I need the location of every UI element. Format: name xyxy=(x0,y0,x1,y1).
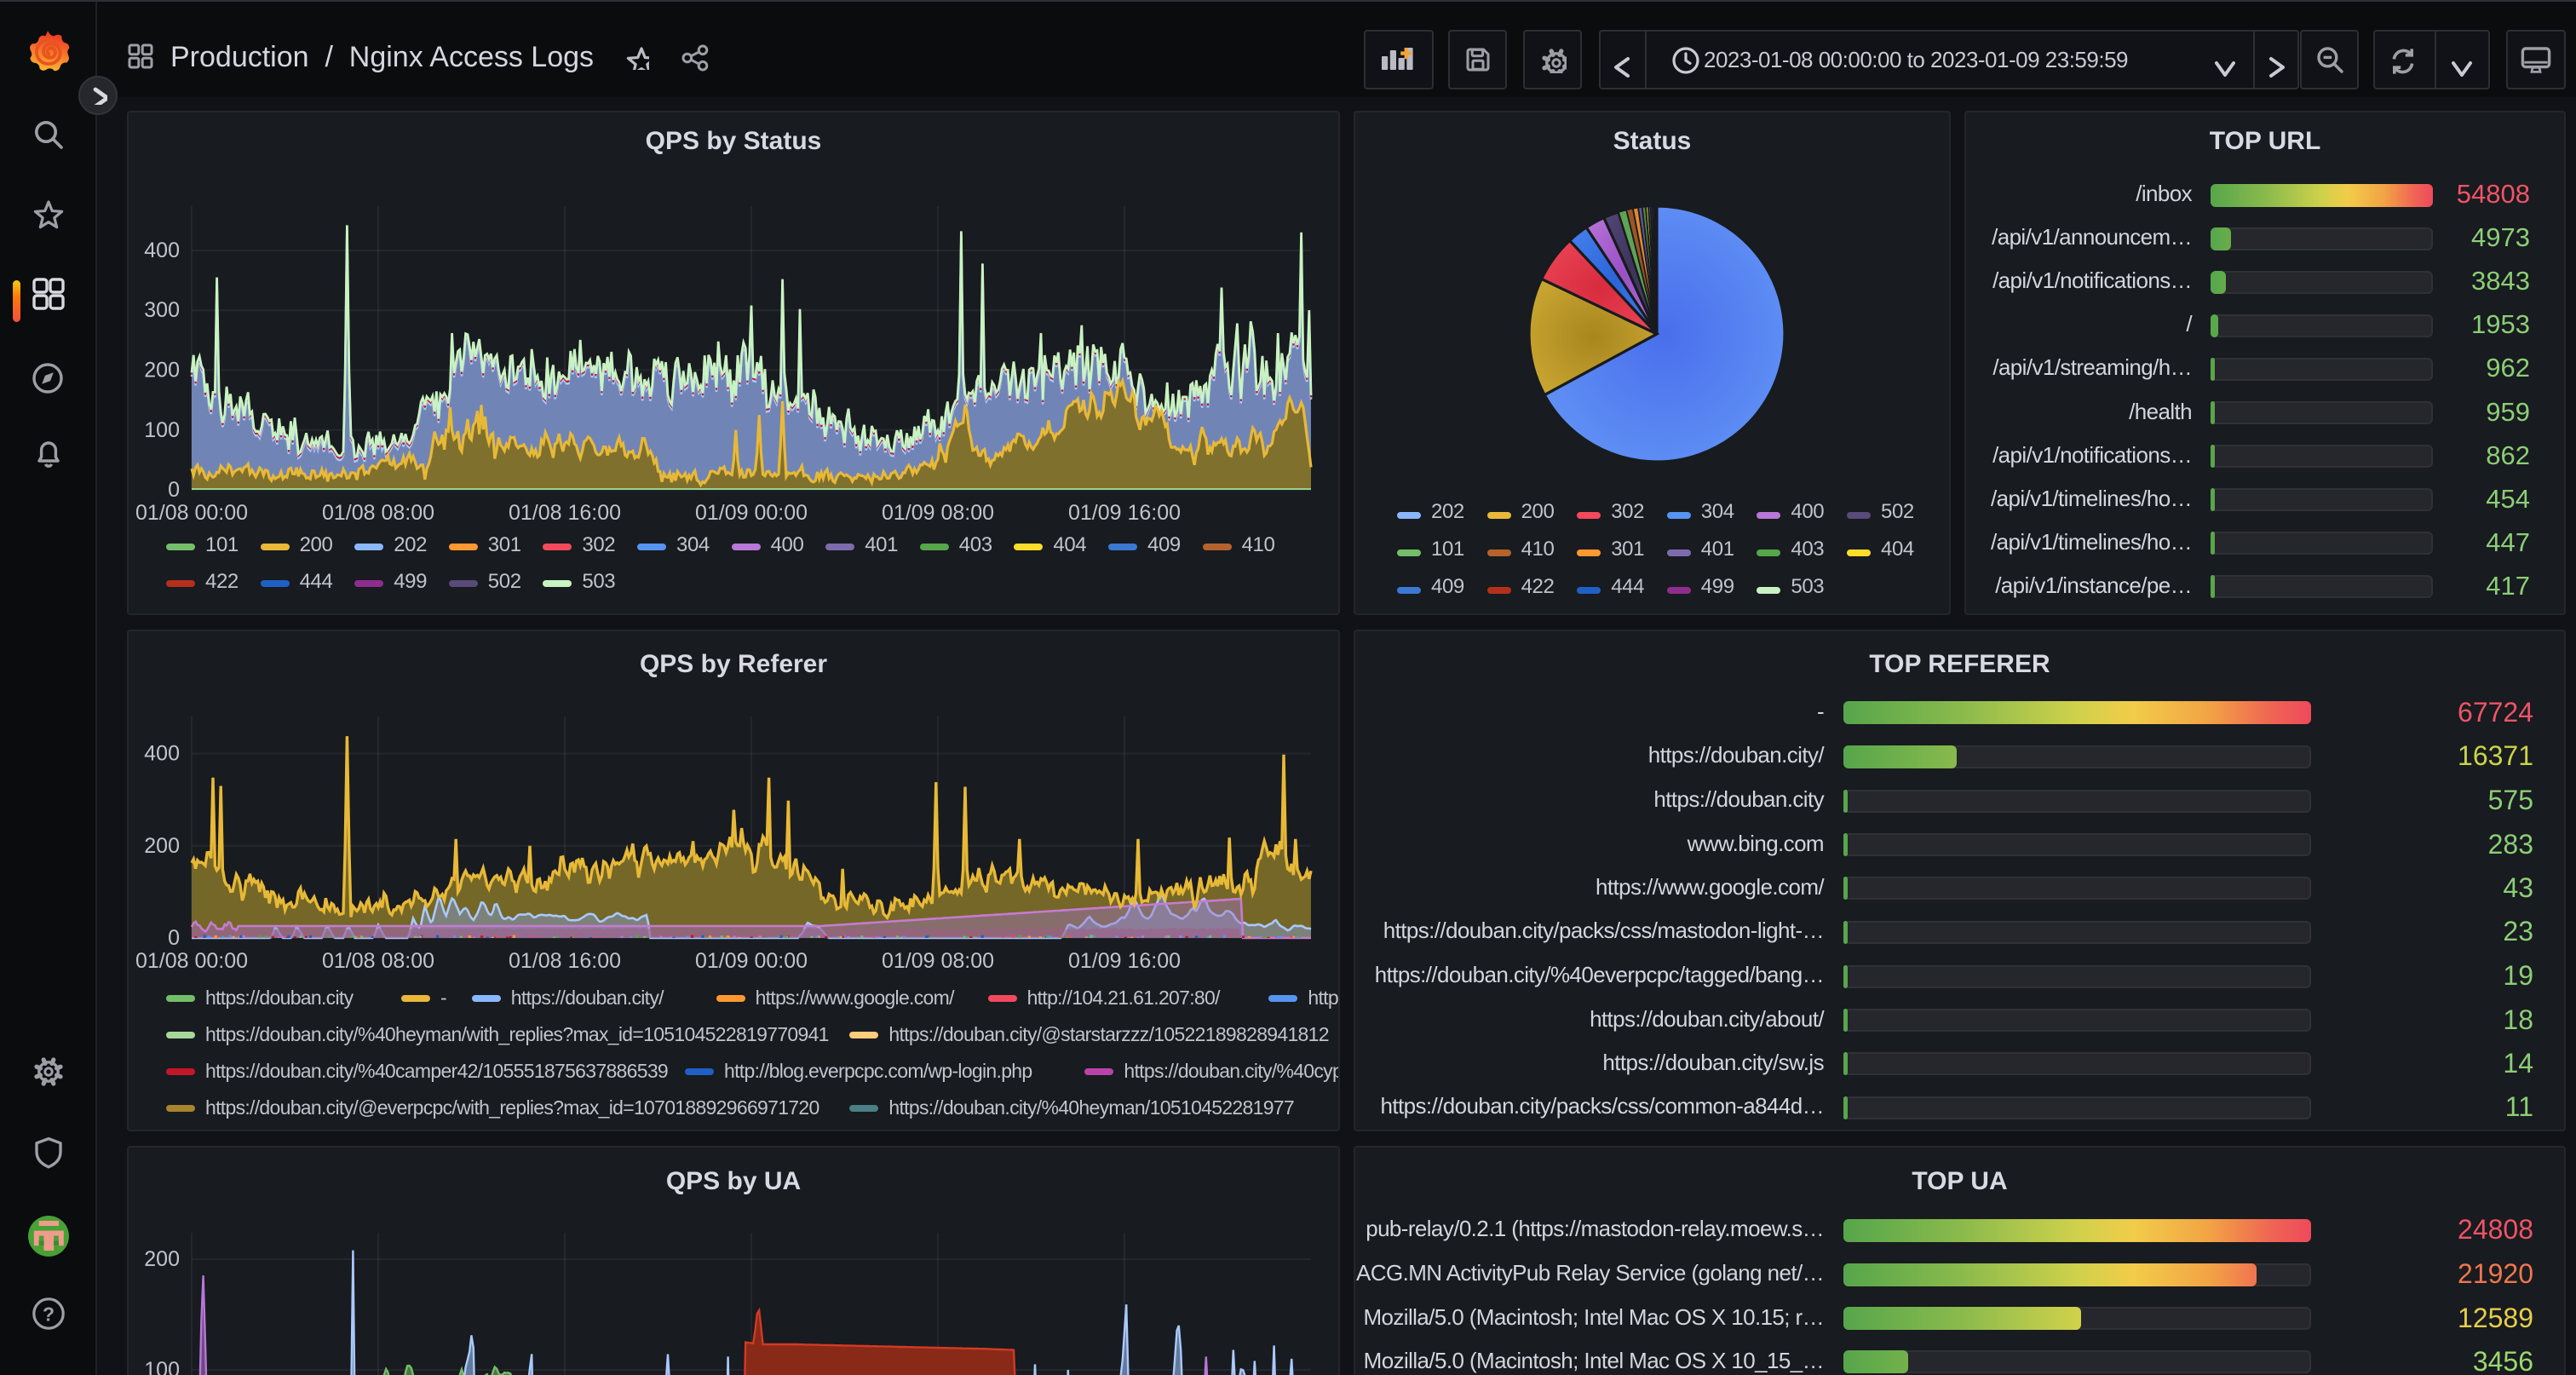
svg-text:0: 0 xyxy=(168,478,180,502)
svg-text:0: 0 xyxy=(168,926,180,950)
svg-text:01/09 00:00: 01/09 00:00 xyxy=(695,501,808,525)
svg-text:300: 300 xyxy=(144,298,180,322)
svg-text:200: 200 xyxy=(144,358,180,382)
svg-text:100: 100 xyxy=(144,418,180,442)
svg-text:400: 400 xyxy=(144,239,180,262)
svg-text:200: 200 xyxy=(144,834,180,858)
svg-text:01/09 08:00: 01/09 08:00 xyxy=(882,501,994,525)
svg-text:01/08 00:00: 01/08 00:00 xyxy=(135,501,248,525)
svg-text:01/09 16:00: 01/09 16:00 xyxy=(1068,501,1181,525)
svg-text:400: 400 xyxy=(144,742,180,766)
svg-text:01/08 16:00: 01/08 16:00 xyxy=(509,949,621,973)
svg-text:01/09 08:00: 01/09 08:00 xyxy=(882,949,994,973)
svg-text:01/08 00:00: 01/08 00:00 xyxy=(135,949,248,973)
svg-text:01/08 16:00: 01/08 16:00 xyxy=(509,501,621,525)
svg-text:01/08 08:00: 01/08 08:00 xyxy=(322,949,434,973)
svg-text:01/08 08:00: 01/08 08:00 xyxy=(322,501,434,525)
svg-text:100: 100 xyxy=(144,1358,180,1375)
svg-text:01/09 00:00: 01/09 00:00 xyxy=(695,949,808,973)
svg-text:200: 200 xyxy=(144,1247,180,1271)
svg-text:01/09 16:00: 01/09 16:00 xyxy=(1068,949,1181,973)
svg-text:?: ? xyxy=(43,1303,55,1326)
